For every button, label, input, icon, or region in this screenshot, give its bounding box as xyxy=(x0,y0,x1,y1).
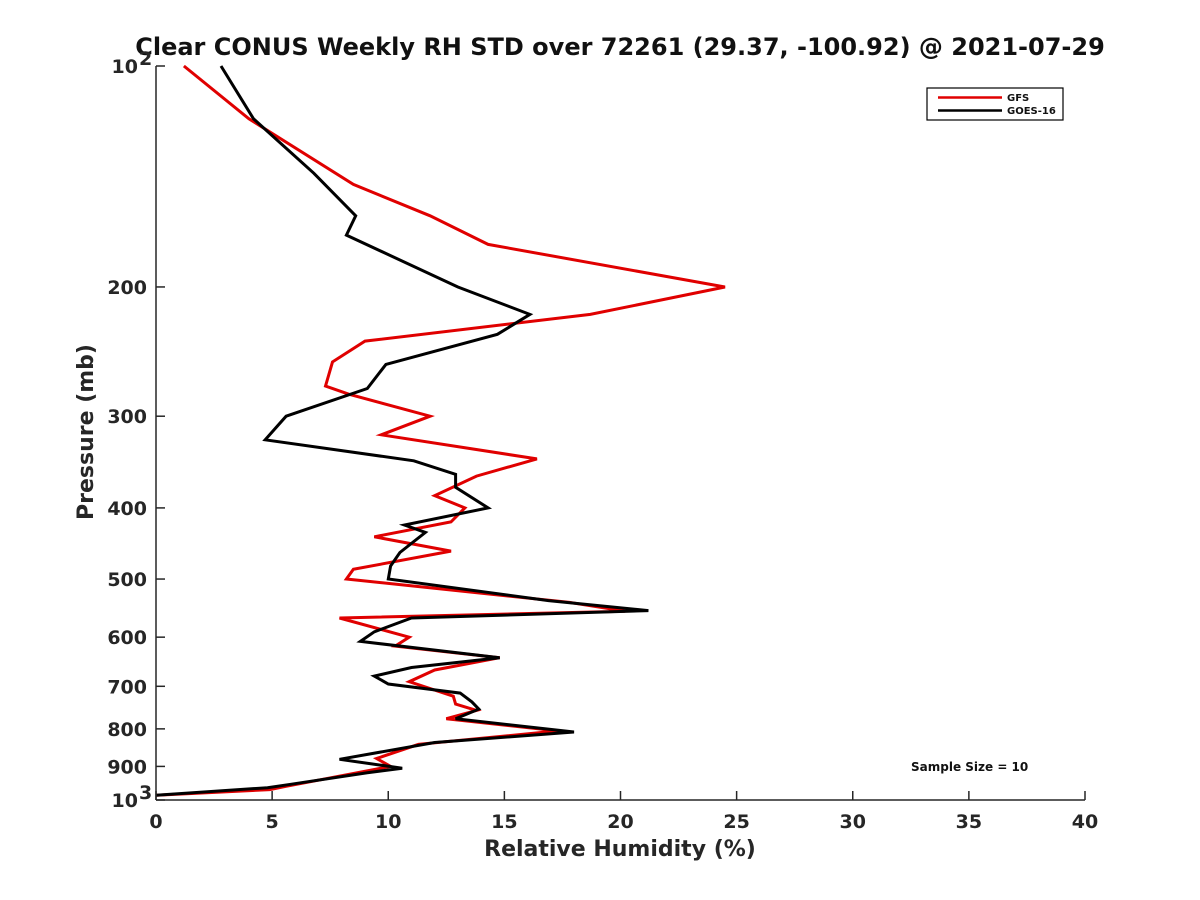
y-tick-label: 900 xyxy=(107,756,147,778)
legend-box xyxy=(926,87,1064,121)
x-tick-label: 5 xyxy=(266,811,279,833)
legend-label-goes16: GOES-16 xyxy=(1007,106,1056,117)
y-tick-exponent: 3 xyxy=(139,782,152,804)
y-tick-label: 10 xyxy=(112,56,138,78)
x-axis-label: Relative Humidity (%) xyxy=(484,837,756,862)
x-tick-label: 40 xyxy=(1072,811,1098,833)
y-tick-label: 500 xyxy=(107,569,147,591)
y-tick-label: 700 xyxy=(107,676,147,698)
y-tick-label: 300 xyxy=(107,406,147,428)
series-line-goes16 xyxy=(155,65,649,797)
x-tick-label: 20 xyxy=(607,811,633,833)
y-tick-label: 600 xyxy=(107,627,147,649)
y-axis-label: Pressure (mb) xyxy=(74,344,99,520)
x-tick-label: 25 xyxy=(723,811,749,833)
legend-label-gfs: GFS xyxy=(1007,93,1029,104)
chart-title: Clear CONUS Weekly RH STD over 72261 (29… xyxy=(135,33,1105,61)
sample-size-annotation: Sample Size = 10 xyxy=(911,760,1028,774)
x-tick-label: 10 xyxy=(375,811,401,833)
y-tick-exponent: 2 xyxy=(139,48,152,70)
y-tick-label: 200 xyxy=(107,277,147,299)
x-tick-label: 30 xyxy=(840,811,866,833)
y-tick-label: 10 xyxy=(112,790,138,812)
plot-lines xyxy=(155,64,726,797)
x-ticks: 0 5 10 15 20 25 30 35 40 xyxy=(149,791,1098,833)
y-tick-label: 800 xyxy=(107,719,147,741)
x-tick-label: 35 xyxy=(956,811,982,833)
x-tick-label: 15 xyxy=(491,811,517,833)
y-tick-label: 400 xyxy=(107,498,147,520)
legend: GFS GOES-16 xyxy=(926,87,1064,121)
x-tick-label: 0 xyxy=(149,811,162,833)
